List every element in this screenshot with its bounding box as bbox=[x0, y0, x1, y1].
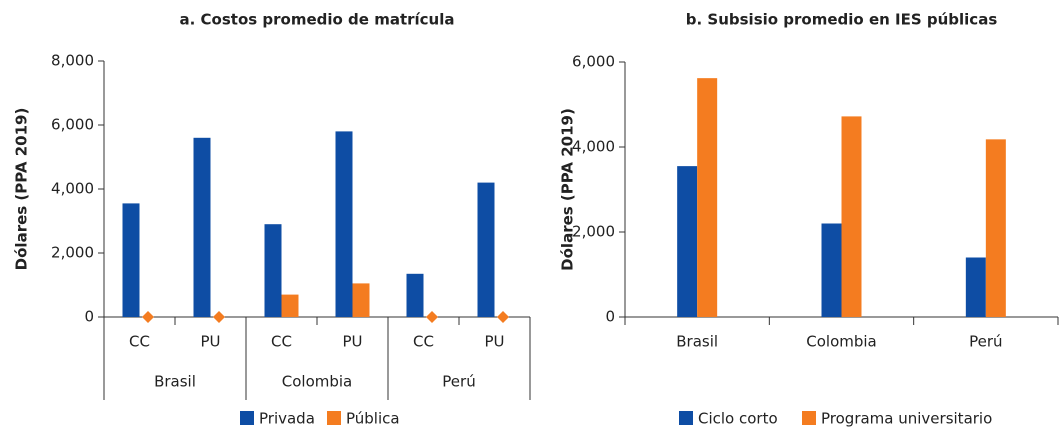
x-tick-label: PU bbox=[484, 333, 504, 351]
legend-swatch bbox=[802, 411, 816, 425]
bar bbox=[677, 166, 698, 317]
x-tick-label: Colombia bbox=[806, 333, 877, 351]
y-axis-label: Dólares (PPA 2019) bbox=[559, 108, 577, 271]
bar bbox=[122, 203, 140, 317]
chart-title: b. Subsisio promedio en IES públicas bbox=[686, 11, 998, 29]
bar bbox=[821, 223, 842, 317]
legend-swatch bbox=[679, 411, 693, 425]
group-label: Perú bbox=[442, 373, 475, 391]
x-tick-label: Brasil bbox=[676, 333, 718, 351]
legend-label: Pública bbox=[346, 410, 400, 428]
bar bbox=[841, 116, 862, 318]
y-tick-label: 2,000 bbox=[51, 244, 94, 262]
y-tick-label: 4,000 bbox=[572, 138, 615, 156]
zero-marker bbox=[142, 311, 154, 323]
zero-marker bbox=[213, 311, 225, 323]
x-tick-label: CC bbox=[129, 333, 150, 351]
group-label: Colombia bbox=[282, 373, 353, 391]
legend-swatch bbox=[240, 411, 254, 425]
y-axis-label: Dólares (PPA 2019) bbox=[13, 108, 31, 271]
y-tick-label: 4,000 bbox=[51, 180, 94, 198]
y-tick-label: 6,000 bbox=[572, 53, 615, 71]
x-tick-label: CC bbox=[413, 333, 434, 351]
zero-marker bbox=[426, 311, 438, 323]
x-tick-label: Perú bbox=[969, 333, 1002, 351]
legend-label: Privada bbox=[259, 410, 315, 428]
y-tick-label: 0 bbox=[605, 308, 615, 326]
bar bbox=[264, 224, 282, 317]
x-tick-label: PU bbox=[342, 333, 362, 351]
bar bbox=[965, 257, 986, 317]
legend-label: Programa universitario bbox=[821, 410, 992, 428]
chart-title: a. Costos promedio de matrícula bbox=[180, 11, 455, 29]
x-tick-label: CC bbox=[271, 333, 292, 351]
y-tick-label: 2,000 bbox=[572, 223, 615, 241]
bar bbox=[477, 182, 495, 317]
y-tick-label: 8,000 bbox=[51, 52, 94, 70]
bar bbox=[281, 294, 299, 317]
bar bbox=[193, 137, 211, 317]
bar bbox=[352, 283, 370, 317]
legend-swatch bbox=[327, 411, 341, 425]
group-label: Brasil bbox=[154, 373, 196, 391]
zero-marker bbox=[497, 311, 509, 323]
legend-label: Ciclo corto bbox=[698, 410, 778, 428]
bar bbox=[697, 78, 718, 318]
y-tick-label: 6,000 bbox=[51, 116, 94, 134]
bar bbox=[406, 273, 424, 317]
y-tick-label: 0 bbox=[84, 308, 94, 326]
x-tick-label: PU bbox=[200, 333, 220, 351]
bar bbox=[335, 131, 353, 317]
bar bbox=[985, 139, 1006, 317]
